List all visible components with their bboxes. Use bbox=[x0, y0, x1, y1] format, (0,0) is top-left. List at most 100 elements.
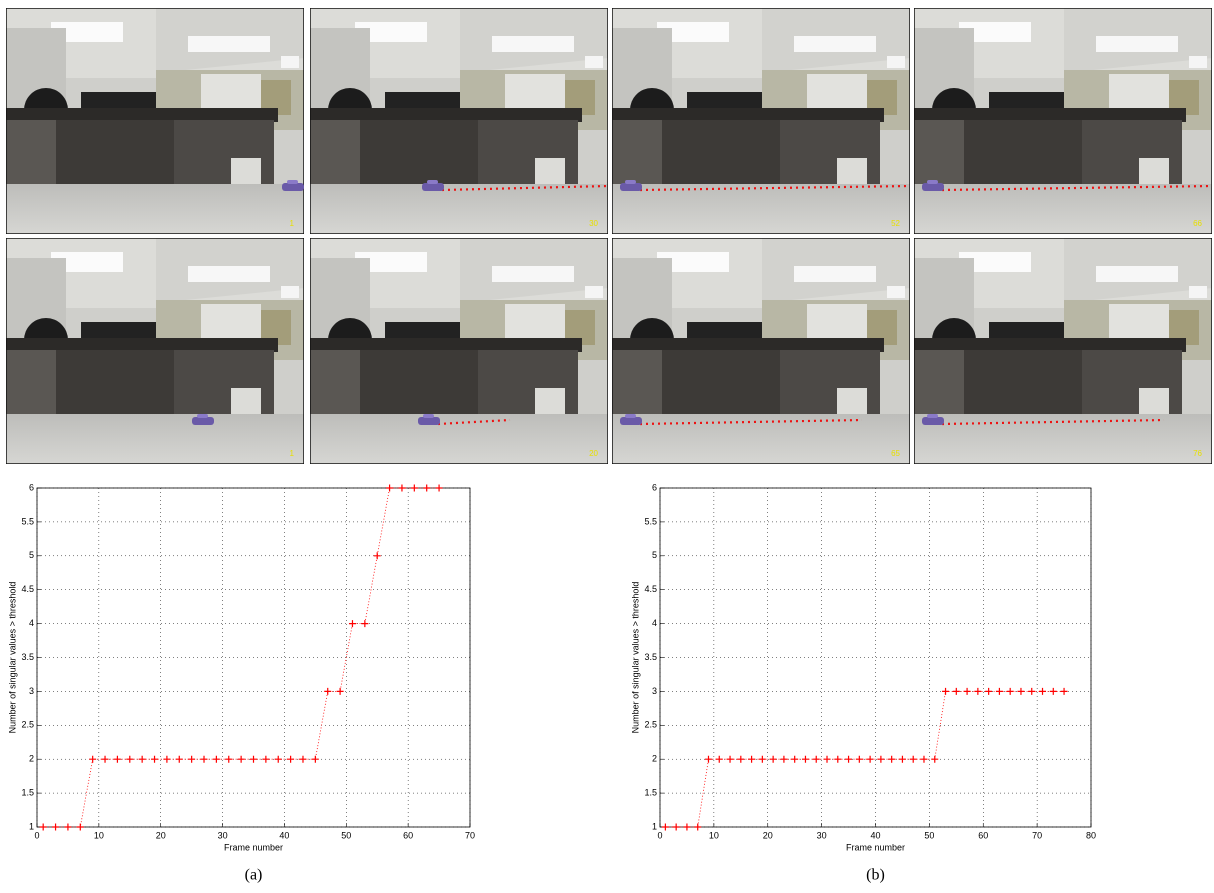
x-tick-label: 0 bbox=[34, 830, 39, 840]
x-axis-label: Frame number bbox=[846, 842, 905, 852]
data-marker bbox=[737, 755, 745, 763]
photo-scene bbox=[612, 238, 910, 464]
frame-number: 52 bbox=[891, 219, 900, 228]
data-marker bbox=[931, 755, 939, 763]
data-marker bbox=[898, 755, 906, 763]
data-marker bbox=[274, 755, 282, 763]
y-tick-label: 5.5 bbox=[644, 516, 657, 526]
photo-panel: 30 bbox=[310, 8, 608, 234]
data-marker bbox=[410, 484, 418, 492]
x-tick-label: 70 bbox=[1032, 830, 1042, 840]
x-tick-label: 30 bbox=[817, 830, 827, 840]
data-marker bbox=[39, 823, 47, 831]
data-marker bbox=[823, 755, 831, 763]
data-marker bbox=[726, 755, 734, 763]
track-trail bbox=[437, 418, 511, 426]
y-tick-label: 4.5 bbox=[21, 584, 34, 594]
data-marker bbox=[672, 823, 680, 831]
data-marker bbox=[1060, 687, 1068, 695]
frame-number: 30 bbox=[589, 219, 598, 228]
x-tick-label: 10 bbox=[94, 830, 104, 840]
track-trail bbox=[941, 418, 1165, 426]
data-marker bbox=[237, 755, 245, 763]
y-tick-label: 4 bbox=[652, 618, 657, 628]
data-marker bbox=[52, 823, 60, 831]
y-tick-label: 3 bbox=[652, 686, 657, 696]
track-trail bbox=[639, 418, 863, 426]
data-marker bbox=[715, 755, 723, 763]
y-tick-label: 4 bbox=[29, 618, 34, 628]
frame-number: 1 bbox=[290, 449, 295, 458]
data-marker bbox=[1028, 687, 1036, 695]
car-top bbox=[197, 414, 208, 418]
data-marker bbox=[386, 484, 394, 492]
x-tick-label: 40 bbox=[279, 830, 289, 840]
data-marker bbox=[791, 755, 799, 763]
x-tick-label: 30 bbox=[218, 830, 228, 840]
car bbox=[282, 183, 304, 191]
photo-grid: 1 30 52 66 1 20 65 76 bbox=[6, 8, 1212, 464]
photo-panel: 52 bbox=[612, 8, 910, 234]
data-marker bbox=[1006, 687, 1014, 695]
car-top bbox=[625, 414, 636, 418]
photo-scene bbox=[310, 238, 608, 464]
data-marker bbox=[262, 755, 270, 763]
data-marker bbox=[866, 755, 874, 763]
car-top bbox=[927, 414, 938, 418]
data-marker bbox=[758, 755, 766, 763]
data-marker bbox=[694, 823, 702, 831]
x-tick-label: 10 bbox=[709, 830, 719, 840]
y-tick-label: 2.5 bbox=[21, 720, 34, 730]
car bbox=[922, 183, 944, 191]
data-marker bbox=[361, 620, 369, 628]
x-tick-label: 50 bbox=[924, 830, 934, 840]
data-marker bbox=[855, 755, 863, 763]
frame-number: 20 bbox=[589, 449, 598, 458]
data-marker bbox=[780, 755, 788, 763]
data-marker bbox=[963, 687, 971, 695]
photo-scene bbox=[914, 238, 1212, 464]
photo-panel: 65 bbox=[612, 238, 910, 464]
data-marker bbox=[89, 755, 97, 763]
data-marker bbox=[175, 755, 183, 763]
data-marker bbox=[101, 755, 109, 763]
data-marker bbox=[113, 755, 121, 763]
plot-frame bbox=[659, 487, 1092, 828]
car bbox=[922, 417, 944, 425]
photo-panel: 76 bbox=[914, 238, 1212, 464]
data-marker bbox=[834, 755, 842, 763]
photo-scene bbox=[914, 8, 1212, 234]
y-tick-label: 6 bbox=[652, 482, 657, 492]
car bbox=[192, 417, 214, 425]
data-marker bbox=[704, 755, 712, 763]
y-tick-label: 1.5 bbox=[644, 787, 657, 797]
data-marker bbox=[909, 755, 917, 763]
data-marker bbox=[212, 755, 220, 763]
y-tick-label: 5 bbox=[29, 550, 34, 560]
data-marker bbox=[812, 755, 820, 763]
y-tick-label: 6 bbox=[29, 482, 34, 492]
data-marker bbox=[138, 755, 146, 763]
y-tick-label: 5.5 bbox=[21, 516, 34, 526]
data-marker bbox=[801, 755, 809, 763]
photo-scene bbox=[6, 8, 304, 234]
data-marker bbox=[1017, 687, 1025, 695]
data-marker bbox=[126, 755, 134, 763]
x-tick-label: 60 bbox=[403, 830, 413, 840]
data-marker bbox=[769, 755, 777, 763]
data-marker bbox=[1049, 687, 1057, 695]
data-marker bbox=[200, 755, 208, 763]
car-top bbox=[427, 180, 438, 184]
data-marker bbox=[888, 755, 896, 763]
car bbox=[418, 417, 440, 425]
x-axis-label: Frame number bbox=[224, 842, 283, 852]
data-marker bbox=[336, 687, 344, 695]
y-tick-label: 1.5 bbox=[21, 787, 34, 797]
photo-panel: 1 bbox=[6, 238, 304, 464]
car-top bbox=[287, 180, 298, 184]
y-tick-label: 2.5 bbox=[644, 720, 657, 730]
caption: (a) bbox=[245, 867, 263, 884]
x-tick-label: 20 bbox=[763, 830, 773, 840]
plot-frame bbox=[36, 487, 471, 828]
